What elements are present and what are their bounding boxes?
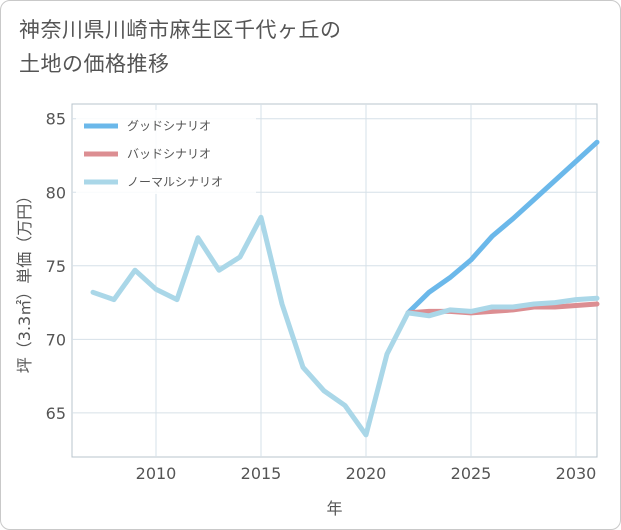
series-line-0 <box>405 139 600 316</box>
x-tick-label-2025: 2025 <box>451 464 492 483</box>
x-tick-label-2010: 2010 <box>136 464 177 483</box>
chart-title-line-2: 土地の価格推移 <box>19 52 170 76</box>
series-layer <box>90 139 600 438</box>
series-line-2 <box>90 214 600 438</box>
chart-title: 神奈川県川崎市麻生区千代ヶ丘の 土地の価格推移 <box>19 13 579 81</box>
y-tick-label-70: 70 <box>46 330 66 349</box>
y-axis-label: 坪（3.3㎡）単価（万円） <box>15 188 34 373</box>
x-tick-label-2015: 2015 <box>241 464 282 483</box>
x-axis-label: 年 <box>326 499 342 518</box>
x-tick-label-2020: 2020 <box>346 464 387 483</box>
y-tick-label-75: 75 <box>46 257 66 276</box>
y-tick-label-85: 85 <box>46 110 66 129</box>
x-tick-label-2030: 2030 <box>556 464 597 483</box>
y-tick-label-80: 80 <box>46 183 66 202</box>
legend-label-2: ノーマルシナリオ <box>127 175 223 189</box>
legend-label-1: バッドシナリオ <box>127 147 211 161</box>
axis-ticks: 2010 2015 2020 2025 2030 65 70 75 80 85 <box>46 110 597 483</box>
legend-label-0: グッドシナリオ <box>127 119 211 133</box>
chart-title-line-1: 神奈川県川崎市麻生区千代ヶ丘の <box>19 18 342 42</box>
y-tick-label-65: 65 <box>46 404 66 423</box>
